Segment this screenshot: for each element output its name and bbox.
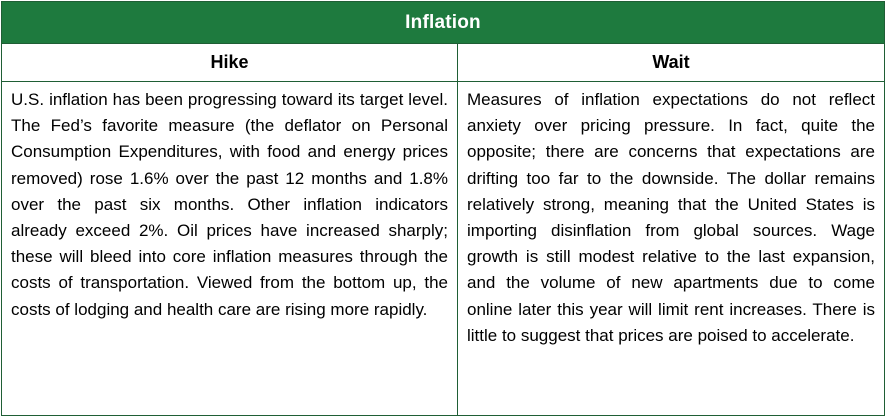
column-hike: Hike U.S. inflation has been progressing…: [2, 44, 457, 415]
table-title: Inflation: [405, 11, 481, 33]
column-text-hike: U.S. inflation has been progressing towa…: [11, 90, 448, 319]
column-text-wait: Measures of inflation expectations do no…: [467, 90, 875, 345]
column-heading-hike: Hike: [2, 44, 457, 82]
table-columns: Hike U.S. inflation has been progressing…: [2, 44, 884, 415]
column-wait: Wait Measures of inflation expectations …: [457, 44, 884, 415]
column-heading-wait: Wait: [458, 44, 884, 82]
table-title-bar: Inflation: [2, 2, 884, 44]
